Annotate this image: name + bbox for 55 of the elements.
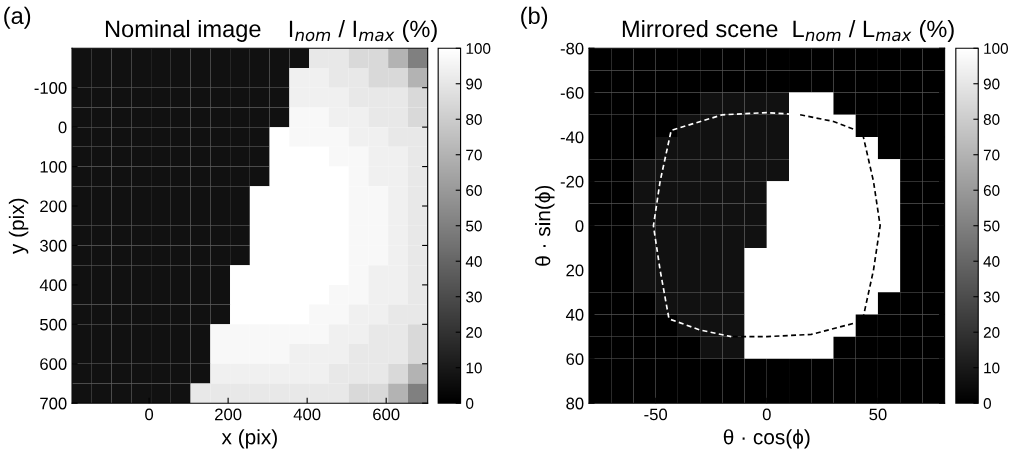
y-tick-label: 400 — [39, 279, 67, 292]
y-tick-label: 0 — [58, 121, 67, 134]
color-bar-label: 50 — [983, 220, 1000, 232]
color-bar-label: 80 — [983, 114, 1000, 125]
x-tick-label: 50 — [869, 408, 887, 421]
y-tick-label: 300 — [40, 239, 67, 252]
chart-title: Mirrored scene L$_{nom}$ / L$_{max}$ (%) — [622, 19, 954, 42]
y-tick-label: -80 — [560, 42, 584, 55]
x-tick-label: 400 — [293, 408, 321, 421]
x-tick-label: 200 — [215, 408, 242, 421]
x-tick-label: 0 — [145, 408, 154, 421]
color-bar-label: 80 — [466, 114, 482, 125]
color-bar-label: 40 — [465, 256, 482, 267]
y-tick-label: -40 — [560, 131, 584, 144]
x-axis-title: θ · cos(ϕ) — [723, 429, 810, 449]
color-bar-label: 100 — [984, 43, 1008, 54]
y-tick-label: 200 — [40, 200, 67, 213]
x-tick-label: 600 — [373, 408, 400, 421]
y-tick-label: -100 — [34, 82, 67, 94]
y-tick-label: 60 — [566, 353, 584, 366]
y-axis-title: y (pix) — [8, 198, 29, 255]
y-tick-label: -20 — [560, 175, 584, 188]
x-tick-label: -50 — [644, 408, 668, 421]
color-bar-label: 40 — [983, 256, 1000, 267]
color-bar-label: 10 — [984, 362, 1000, 374]
y-tick-label: 40 — [565, 308, 584, 321]
color-bar-label: 0 — [466, 398, 474, 409]
color-bar-label: 10 — [466, 362, 482, 374]
color-bar-label: 50 — [466, 220, 482, 232]
color-bar-label: 30 — [983, 291, 1000, 303]
y-tick-label: 100 — [40, 160, 67, 173]
x-tick-label: 0 — [762, 408, 771, 421]
text: (a) — [4, 6, 31, 29]
chart-title: Nominal image I$_{nom}$ / I$_{max}$ (%) — [105, 19, 437, 42]
color-bar-label: 60 — [983, 185, 1000, 196]
y-tick-label: 80 — [566, 397, 584, 410]
y-axis-title: θ · sin(ϕ) — [535, 185, 555, 266]
y-tick-label: 600 — [40, 358, 67, 370]
text: (b) — [521, 6, 548, 29]
y-tick-label: 500 — [40, 318, 67, 331]
y-tick-label: 0 — [575, 220, 584, 232]
color-bar-label: 20 — [983, 327, 1000, 338]
color-bar-label: 30 — [466, 291, 482, 303]
color-bar-label: 60 — [466, 185, 482, 196]
color-bar-label: 100 — [466, 43, 491, 54]
x-axis-title: x (pix) — [221, 429, 277, 449]
color-bar-label: 20 — [466, 327, 482, 338]
y-tick-label: 20 — [566, 264, 584, 277]
y-tick-label: -60 — [560, 87, 584, 99]
color-bar-label: 90 — [466, 78, 482, 90]
color-bar-label: 70 — [983, 149, 1000, 161]
color-bar-label: 0 — [983, 398, 991, 409]
color-bar-label: 70 — [466, 149, 482, 161]
color-bar-label: 90 — [983, 78, 1000, 90]
y-tick-label: 700 — [40, 397, 67, 410]
